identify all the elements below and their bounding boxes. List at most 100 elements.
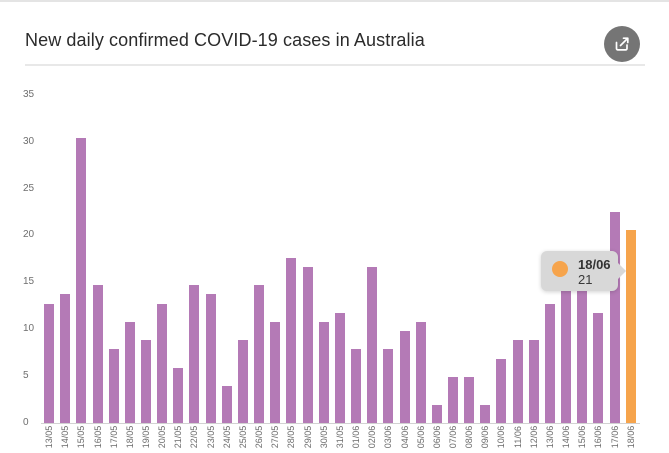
bar-slot: 12/06 xyxy=(526,72,542,448)
bar[interactable] xyxy=(286,257,297,423)
y-axis-label: 0 xyxy=(23,417,29,428)
x-axis-label: 25/05 xyxy=(237,425,248,449)
y-axis-label: 10 xyxy=(23,323,35,335)
bar-slot: 13/05 xyxy=(41,72,57,448)
share-export-icon xyxy=(612,34,632,54)
bar[interactable] xyxy=(60,294,71,423)
bar[interactable] xyxy=(141,340,152,423)
x-axis-label: 26/05 xyxy=(254,425,265,449)
bar[interactable] xyxy=(270,321,281,423)
y-axis-label: 15 xyxy=(23,276,35,288)
x-axis-label: 04/06 xyxy=(399,425,410,449)
x-axis-label: 01/06 xyxy=(351,425,362,449)
x-axis-label: 09/06 xyxy=(480,425,491,449)
bar-slot: 03/06 xyxy=(380,72,396,448)
chart-area: 0 5 10 15 20 25 30 35 13/05 14/05 15/05 16/05 17/05… xyxy=(0,72,669,453)
bar[interactable] xyxy=(431,404,442,423)
bar[interactable] xyxy=(609,211,620,423)
x-axis-label: 14/06 xyxy=(561,425,572,449)
x-axis-label: 10/06 xyxy=(496,425,507,449)
bar[interactable] xyxy=(254,285,265,423)
bar[interactable] xyxy=(351,349,362,423)
bar[interactable] xyxy=(334,312,345,423)
bar-slot: 14/05 xyxy=(57,72,73,448)
y-axis-label: 30 xyxy=(23,135,35,147)
x-axis-label: 18/06 xyxy=(625,425,636,449)
bar-slot: 27/05 xyxy=(267,72,283,448)
x-axis-label: 18/05 xyxy=(124,425,135,449)
x-axis-label: 17/05 xyxy=(108,425,119,449)
bar[interactable] xyxy=(415,321,426,423)
bar[interactable] xyxy=(205,294,216,423)
tooltip-arrow-icon xyxy=(617,262,626,280)
y-axis-label: 5 xyxy=(23,370,29,382)
x-axis-label: 17/06 xyxy=(609,425,620,449)
bar-slot: 14/06 xyxy=(558,72,574,448)
bar[interactable] xyxy=(593,312,604,423)
x-axis-label: 13/05 xyxy=(44,425,55,449)
x-axis-label: 03/06 xyxy=(383,425,394,449)
bar-slot: 08/06 xyxy=(461,72,477,448)
x-axis-label: 24/05 xyxy=(221,425,232,449)
x-axis-label: 16/05 xyxy=(92,425,103,449)
tooltip: 18/06 21 xyxy=(541,251,626,291)
bar[interactable] xyxy=(318,321,329,423)
bar[interactable] xyxy=(577,275,588,423)
bar[interactable] xyxy=(512,340,523,423)
bar[interactable] xyxy=(496,358,507,423)
x-axis-label: 05/06 xyxy=(415,425,426,449)
bar[interactable] xyxy=(44,303,55,423)
bar-slot: 15/05 xyxy=(73,72,89,448)
bar[interactable] xyxy=(302,266,313,423)
bar-slot: 24/05 xyxy=(219,72,235,448)
bar[interactable] xyxy=(367,266,378,423)
bar[interactable] xyxy=(447,377,458,423)
bar[interactable] xyxy=(464,377,475,423)
bar-slot: 07/06 xyxy=(445,72,461,448)
x-axis-label: 23/05 xyxy=(205,425,216,449)
bar-slot: 11/06 xyxy=(510,72,526,448)
bar-slot: 10/06 xyxy=(493,72,509,448)
x-axis-label: 13/06 xyxy=(544,425,555,449)
x-axis-label: 15/05 xyxy=(76,425,87,449)
bar-slot: 13/06 xyxy=(542,72,558,448)
bar-slot: 31/05 xyxy=(332,72,348,448)
bar[interactable] xyxy=(544,303,555,423)
bar-slot: 15/06 xyxy=(574,72,590,448)
tooltip-date: 18/06 xyxy=(578,257,611,272)
x-axis-label: 20/05 xyxy=(157,425,168,449)
bar-slot: 30/05 xyxy=(316,72,332,448)
bar[interactable] xyxy=(76,138,87,423)
bar[interactable] xyxy=(189,285,200,423)
y-axis-label: 20 xyxy=(23,229,35,241)
bar-slot: 20/05 xyxy=(154,72,170,448)
bar[interactable] xyxy=(480,404,491,423)
bar[interactable] xyxy=(92,285,103,423)
x-axis-label: 27/05 xyxy=(270,425,281,449)
bar[interactable] xyxy=(561,275,572,423)
bar[interactable] xyxy=(399,331,410,423)
bar-slot: 28/05 xyxy=(283,72,299,448)
chart-title: New daily confirmed COVID-19 cases in Au… xyxy=(25,30,425,50)
bar[interactable] xyxy=(221,386,232,423)
x-axis-label: 07/06 xyxy=(447,425,458,449)
plot: 13/05 14/05 15/05 16/05 17/05 18/05 19/05 20/05… xyxy=(41,72,640,448)
x-axis-label: 28/05 xyxy=(286,425,297,449)
share-button[interactable] xyxy=(604,26,640,62)
x-axis-label: 21/05 xyxy=(173,425,184,449)
bar-slot: 25/05 xyxy=(235,72,251,448)
x-axis-label: 16/06 xyxy=(593,425,604,449)
bar-slot: 16/06 xyxy=(590,72,606,448)
bar[interactable] xyxy=(625,230,636,423)
bar-slot: 18/06 xyxy=(623,72,639,448)
bar[interactable] xyxy=(173,367,184,423)
bar[interactable] xyxy=(528,340,539,423)
bar[interactable] xyxy=(157,303,168,423)
bar[interactable] xyxy=(124,321,135,423)
bar[interactable] xyxy=(383,349,394,423)
bar[interactable] xyxy=(108,349,119,423)
bar-slot: 16/05 xyxy=(89,72,105,448)
bar-slot: 01/06 xyxy=(348,72,364,448)
bar[interactable] xyxy=(237,340,248,423)
